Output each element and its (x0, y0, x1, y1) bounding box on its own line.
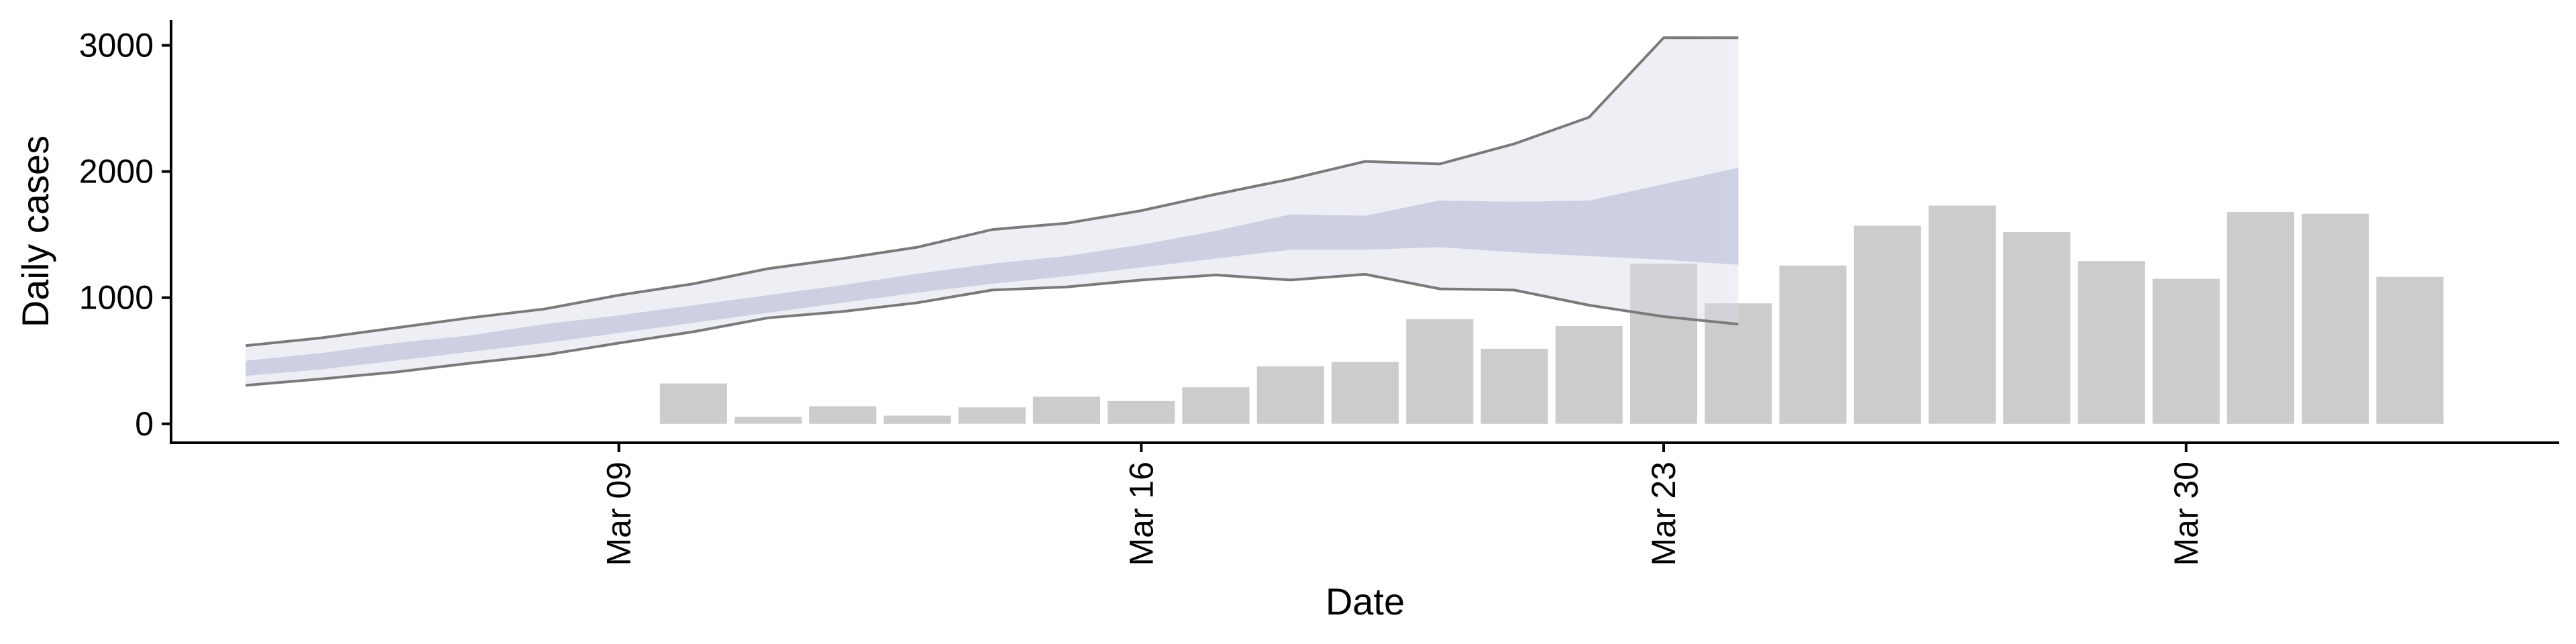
case-bar (1779, 265, 1847, 424)
estimate-bands (246, 36, 1739, 387)
case-bar (1629, 264, 1697, 424)
case-bar (1182, 387, 1250, 424)
case-bars (659, 205, 2444, 424)
ticks: 0 1000 2000 3000 Mar 09 Mar 16 Mar 23 Mar 30 (79, 27, 2205, 566)
case-bar (2302, 213, 2369, 424)
case-bar (1854, 225, 1921, 424)
case-bar (2376, 276, 2444, 424)
case-bar (659, 383, 727, 424)
estimate-band-90 (246, 38, 1739, 386)
case-bar (1108, 400, 1175, 424)
case-bar (883, 415, 951, 424)
y-tick-label: 3000 (79, 27, 154, 64)
case-bar (958, 407, 1026, 424)
y-tick-label: 0 (135, 405, 154, 443)
case-bar (2003, 231, 2071, 424)
case-bar (809, 406, 877, 424)
estimate-band-50 (246, 168, 1739, 376)
case-bar (1331, 362, 1399, 424)
case-bar (1555, 326, 1623, 424)
y-tick-label: 1000 (79, 279, 154, 317)
case-bar (734, 417, 802, 424)
case-bar (1928, 205, 1996, 424)
case-bar (2152, 278, 2220, 424)
case-bar (1256, 366, 1324, 424)
case-bar (1032, 396, 1100, 424)
case-bar (2226, 211, 2294, 424)
case-bar (1481, 348, 1548, 424)
y-axis-title: Daily cases (14, 136, 56, 327)
case-bar (1406, 319, 1474, 424)
estimate-lower-line (246, 272, 1739, 387)
case-bar (2078, 261, 2145, 424)
estimate-upper-line (246, 36, 1739, 347)
x-tick-label: Mar 23 (1645, 462, 1682, 566)
x-tick-label: Mar 09 (600, 462, 638, 566)
x-axis-title: Date (1326, 580, 1405, 623)
axes (170, 20, 2559, 444)
y-tick-label: 2000 (79, 153, 154, 191)
x-tick-label: Mar 16 (1122, 462, 1160, 566)
x-tick-label: Mar 30 (2167, 462, 2205, 566)
